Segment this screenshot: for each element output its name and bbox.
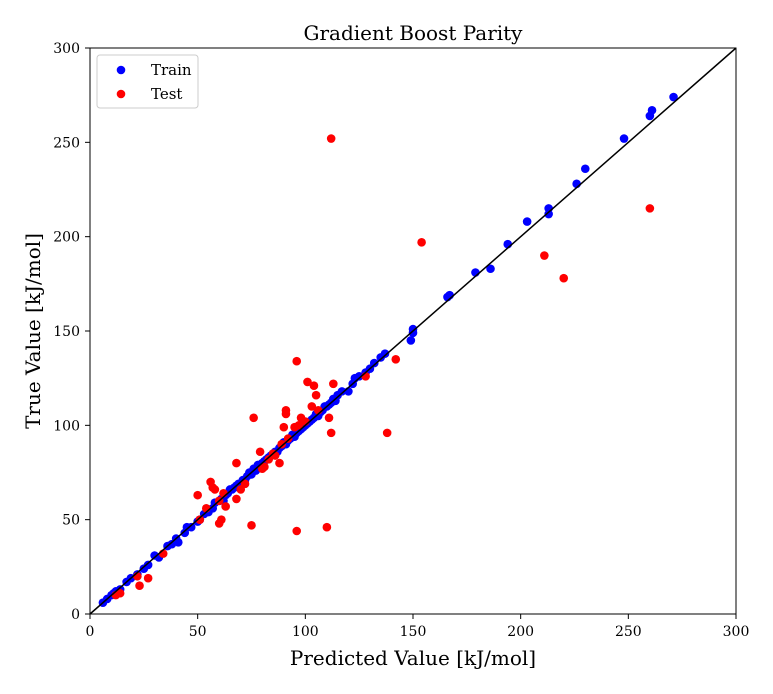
data-point-train [369,358,379,368]
data-point-test [217,515,226,524]
data-point-test [279,422,289,432]
data-point-test [324,413,334,423]
legend-test-label: Test [151,85,182,103]
data-point-test [283,434,293,443]
legend-train-label: Train [151,61,192,79]
data-point-train [580,164,590,174]
data-point-train [669,92,678,102]
data-point-test [115,588,125,598]
data-point-test [322,522,332,532]
data-point-test [232,458,241,468]
x-tick-label: 300 [723,624,750,640]
axis-ticks: 0 50 100 150 200 250 300 0 50 100 150 200 250 300 [53,41,749,640]
data-point-test [260,462,269,472]
data-point-train [143,560,153,570]
data-point-train [354,371,364,381]
data-point-train [619,134,629,143]
data-point-test [311,390,321,400]
parity-line [89,47,737,615]
y-axis-label: True Value [kJ/mol] [21,233,45,429]
data-point-test [292,526,302,536]
data-point-train [647,105,657,115]
data-point-test [135,581,144,590]
data-point-train [380,349,390,358]
data-point-train [486,264,495,274]
data-point-test [143,573,153,583]
data-point-test [309,381,319,391]
data-point-train [522,217,532,226]
data-point-test [292,356,302,366]
data-point-train [186,522,196,532]
data-point-test [540,251,549,260]
y-tick-label: 200 [53,230,80,246]
data-point-train [406,336,416,345]
x-axis-label: Predicted Value [kJ/mol] [290,646,536,670]
data-point-test [382,428,392,438]
y-tick-label: 250 [53,135,80,151]
x-tick-label: 0 [86,624,95,640]
data-point-test [232,494,241,504]
chart-title: Gradient Boost Parity [304,21,524,45]
data-point-test [247,521,256,530]
data-point-train [544,209,553,219]
x-tick-label: 150 [400,624,427,640]
data-point-test [275,458,284,468]
data-point-test [249,413,258,423]
x-tick-label: 250 [615,624,642,640]
data-point-test [391,355,401,364]
x-tick-label: 50 [189,624,207,640]
data-point-test [303,377,312,387]
data-point-test [329,379,338,389]
chart-marks [89,47,737,615]
data-point-train [337,387,347,396]
y-tick-label: 300 [53,41,80,57]
x-tick-label: 200 [507,624,534,640]
legend: Train Test [96,54,199,109]
y-tick-label: 100 [53,418,80,434]
y-tick-label: 0 [71,607,80,623]
data-point-test [210,485,220,494]
data-point-test [277,439,286,449]
series-test [111,134,655,600]
data-point-test [326,428,336,438]
data-point-test [281,409,291,419]
x-tick-label: 100 [292,624,319,640]
data-point-test [240,479,250,489]
data-point-test [195,515,205,524]
data-point-test [221,502,230,511]
legend-train-marker [116,65,126,75]
data-point-test [645,204,655,213]
legend-test-marker [116,89,126,99]
data-point-test [193,490,202,500]
data-point-train [408,324,418,334]
data-point-test [307,402,317,411]
data-point-test [294,421,304,430]
data-point-train [173,538,183,547]
data-point-test [326,134,336,143]
data-point-test [417,238,426,247]
y-tick-label: 150 [53,324,80,340]
y-tick-label: 50 [62,513,80,529]
data-point-test [255,447,265,457]
data-point-test [559,273,569,283]
